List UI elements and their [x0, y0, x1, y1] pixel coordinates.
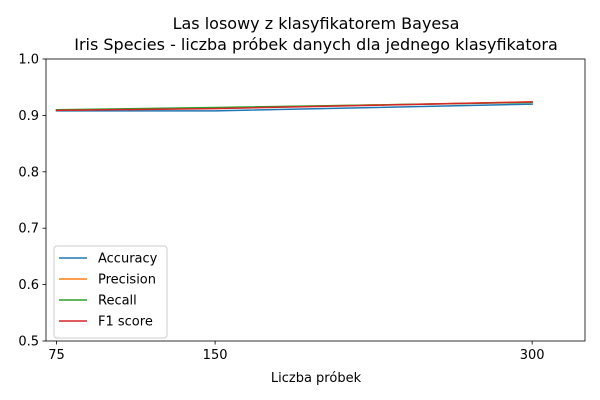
legend: Accuracy Precision Recall F1 score	[53, 245, 168, 339]
y-tick-label: 0.5	[18, 335, 39, 350]
chart-title: Las losowy z klasyfikatorem Bayesa	[173, 14, 460, 33]
x-tick-label: 75	[48, 348, 65, 363]
y-tick-label: 0.8	[18, 165, 39, 180]
x-tick-label: 300	[520, 348, 545, 363]
legend-label: Precision	[98, 273, 156, 288]
legend-label: Accuracy	[98, 252, 158, 267]
y-tick-label: 0.7	[18, 222, 39, 237]
series-line-accuracy	[55, 103, 533, 112]
legend-label: Recall	[98, 294, 137, 309]
y-tick-label: 1.0	[18, 53, 39, 68]
y-tick-label: 0.6	[18, 278, 39, 293]
chart-subtitle: Iris Species - liczba próbek danych dla …	[74, 35, 558, 54]
x-tick-label: 150	[203, 348, 228, 363]
plot-area: 0.5 0.6 0.7 0.8 0.9 1.0 75 150 300 Accuracy Precis…	[18, 53, 586, 363]
legend-box	[53, 245, 168, 339]
y-tick-label: 0.9	[18, 109, 39, 124]
x-axis-label: Liczba próbek	[271, 371, 362, 386]
series-line-f1-score	[55, 101, 533, 112]
legend-label: F1 score	[98, 315, 153, 330]
plot-frame	[45, 58, 586, 342]
